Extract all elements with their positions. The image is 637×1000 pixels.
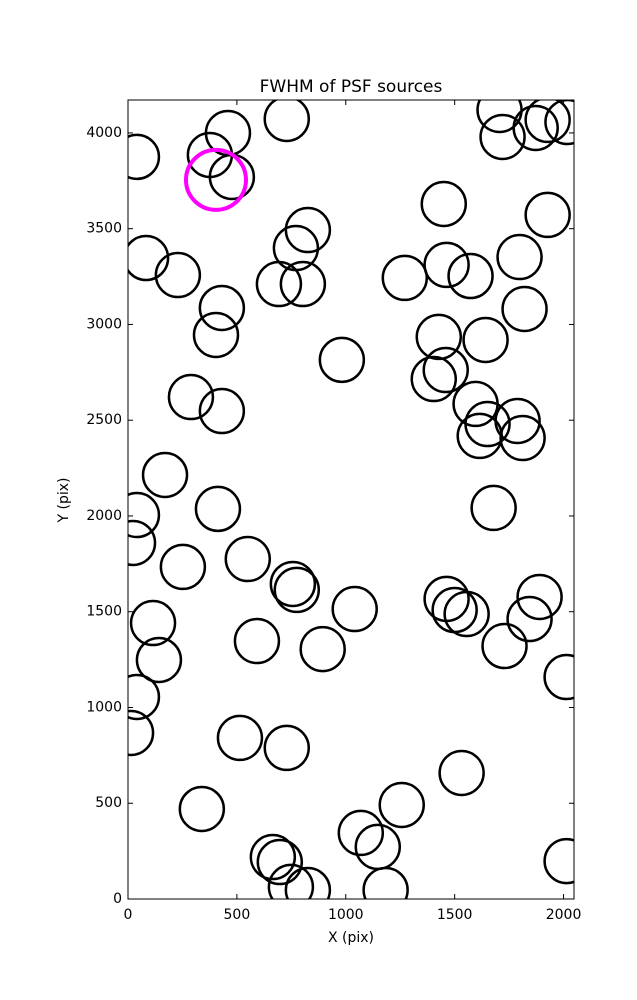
source-circle: [481, 622, 528, 670]
source-circle: [192, 311, 240, 359]
source-circle: [423, 241, 470, 289]
source-circle: [159, 543, 207, 591]
source-circle: [135, 636, 183, 684]
source-circle: [543, 837, 574, 885]
source-circle: [470, 484, 517, 532]
source-circle: [128, 491, 161, 539]
source-circle: [415, 313, 463, 361]
source-circle: [443, 590, 490, 638]
y-tick-label: 1500: [86, 604, 122, 620]
source-circle: [381, 254, 429, 302]
source-circle: [524, 100, 571, 144]
source-circle: [337, 809, 385, 857]
source-circle: [462, 316, 509, 364]
source-circle: [512, 104, 559, 152]
source-circle: [154, 251, 202, 299]
source-circle: [422, 346, 469, 394]
source-circle: [331, 585, 378, 633]
source-circle: [128, 133, 161, 181]
chart-title: FWHM of PSF sources: [260, 77, 443, 97]
source-circle: [410, 355, 458, 403]
x-tick-label: 1500: [437, 907, 473, 923]
source-circle: [438, 749, 485, 797]
source-circle: [128, 709, 155, 757]
y-tick-label: 2000: [86, 508, 122, 524]
y-tick-label: 3000: [86, 316, 122, 332]
source-circle: [496, 233, 543, 281]
source-circle: [233, 617, 281, 665]
source-circle: [224, 535, 272, 583]
source-circle: [516, 573, 563, 621]
plot-area: [128, 100, 574, 899]
source-circle: [249, 833, 297, 881]
y-tick-label: 500: [95, 795, 122, 811]
source-circle: [284, 866, 332, 899]
source-circle: [129, 599, 177, 647]
source-circle: [479, 113, 526, 161]
source-circle: [279, 260, 327, 308]
source-circle: [198, 284, 246, 332]
source-circle: [178, 785, 226, 833]
source-circle: [543, 653, 574, 701]
source-circle: [128, 234, 170, 282]
source-circle: [378, 781, 425, 829]
axes-frame: [127, 99, 575, 900]
source-circle: [299, 625, 346, 673]
source-circle: [272, 224, 320, 272]
source-circle: [362, 866, 409, 899]
x-tick-label: 0: [124, 907, 133, 923]
source-circle: [194, 485, 242, 533]
source-circle: [167, 373, 215, 421]
source-circle: [256, 838, 304, 886]
source-circle: [524, 191, 571, 239]
source-circle: [284, 206, 332, 254]
source-circle: [273, 566, 321, 614]
source-circle: [183, 147, 248, 212]
source-circle: [499, 414, 546, 462]
source-circle: [198, 387, 246, 435]
source-circle: [544, 100, 574, 146]
source-circle: [447, 252, 494, 300]
source-circle: [263, 724, 311, 772]
source-circle: [263, 100, 311, 143]
x-tick-label: 500: [224, 907, 251, 923]
y-tick-label: 0: [113, 891, 122, 907]
source-circle: [128, 673, 161, 721]
source-circle: [267, 863, 315, 899]
source-circle: [501, 285, 548, 333]
source-circle: [269, 560, 317, 608]
x-axis-label: X (pix): [328, 930, 374, 946]
source-circle: [255, 260, 303, 308]
y-tick-label: 4000: [86, 125, 122, 141]
x-tick-label: 1000: [328, 907, 364, 923]
source-circle: [318, 336, 366, 384]
source-circle: [494, 397, 541, 445]
source-circle: [141, 451, 189, 499]
x-tick-label: 2000: [546, 907, 582, 923]
y-axis-label: Y (pix): [56, 478, 72, 524]
source-circle: [216, 714, 264, 762]
source-circle: [452, 380, 499, 428]
source-circle: [506, 595, 553, 643]
source-circle: [464, 400, 511, 448]
source-circle: [423, 575, 470, 623]
source-circle: [128, 519, 157, 567]
y-tick-label: 3500: [86, 221, 122, 237]
y-tick-label: 2500: [86, 412, 122, 428]
y-tick-label: 1000: [86, 699, 122, 715]
source-circle: [420, 180, 468, 228]
